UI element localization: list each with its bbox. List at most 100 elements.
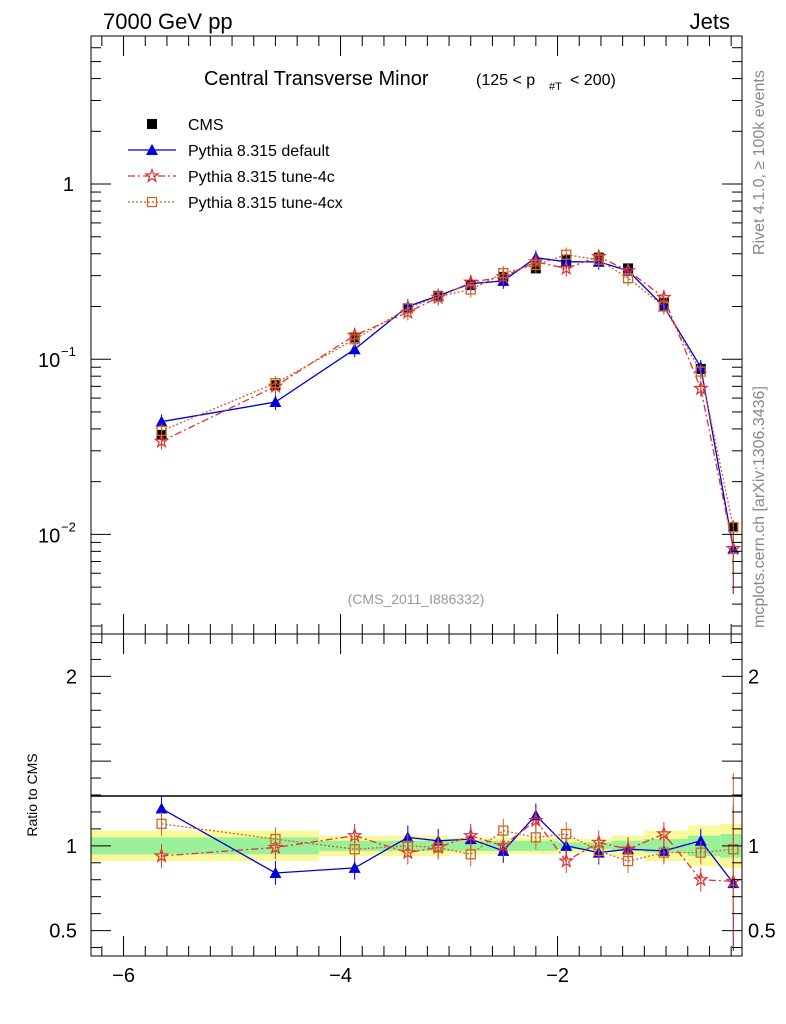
point-pythia-8-315-tune-4cx bbox=[349, 334, 360, 345]
ratio-y-label-left: 2 bbox=[66, 666, 77, 688]
legend-marker bbox=[144, 167, 160, 183]
ratio-ticks: 0.5 0.5 1 1 2 2 −6 −4 −2 bbox=[49, 634, 776, 987]
y-tick-base: 10 bbox=[38, 350, 60, 372]
legend-label: Pythia 8.315 tune-4c bbox=[188, 169, 335, 186]
point-pythia-8-315-tune-4cx bbox=[156, 425, 167, 436]
legend-marker bbox=[146, 196, 158, 208]
band-green bbox=[644, 839, 688, 853]
point-pythia-8-315-default bbox=[155, 415, 168, 427]
point-pythia-8-315-default bbox=[348, 343, 361, 355]
watermark: (CMS_2011_I886332) bbox=[348, 591, 485, 607]
ratio-line-pythia-8-315-tune-4cx bbox=[161, 823, 734, 862]
x-tick-label: −4 bbox=[329, 965, 352, 987]
x-tick-label: −2 bbox=[546, 965, 569, 987]
ratio-line-pythia-8-315-tune-4c bbox=[161, 819, 734, 883]
legend-label: Pythia 8.315 tune-4cx bbox=[188, 195, 343, 212]
ratio-point-pythia-8-315-tune-4cx bbox=[530, 832, 541, 843]
title-sub-index: #T bbox=[549, 81, 562, 93]
series-line-pythia-8-315-tune-4c bbox=[161, 255, 734, 549]
title-sub: (125 < p bbox=[476, 72, 535, 89]
y-tick-base: 1 bbox=[63, 174, 74, 196]
band-green bbox=[557, 842, 612, 850]
point-pythia-8-315-tune-4cx bbox=[658, 301, 670, 312]
ratio-point-pythia-8-315-tune-4cx bbox=[433, 842, 444, 853]
point-pythia-8-315-tune-4c bbox=[558, 260, 575, 276]
point-pythia-8-315-default bbox=[269, 395, 282, 407]
ratio-point-pythia-8-315-default bbox=[269, 866, 282, 878]
ratio-point-pythia-8-315-tune-4cx bbox=[622, 855, 634, 867]
ratio-point-pythia-8-315-default bbox=[348, 861, 361, 873]
band-green bbox=[91, 837, 211, 855]
ratio-point-pythia-8-315-tune-4c bbox=[462, 827, 479, 843]
point-pythia-8-315-tune-4c bbox=[153, 432, 170, 448]
legend-label: Pythia 8.315 default bbox=[188, 143, 330, 160]
y-tick-base: 10 bbox=[38, 525, 60, 547]
ratio-point-pythia-8-315-tune-4cx bbox=[498, 825, 509, 836]
point-pythia-8-315-tune-4cx bbox=[593, 254, 604, 265]
y-tick-label: 10 −2 bbox=[38, 519, 76, 547]
ratio-y-label-right: 1 bbox=[748, 836, 759, 858]
ratio-point-pythia-8-315-tune-4c bbox=[495, 837, 512, 853]
ratio-point-pythia-8-315-tune-4c bbox=[153, 847, 170, 863]
legend-label: CMS bbox=[188, 117, 224, 134]
point-pythia-8-315-tune-4cx bbox=[498, 267, 509, 279]
point-pythia-8-315-tune-4cx bbox=[270, 378, 281, 389]
band-green bbox=[318, 840, 395, 851]
ratio-panel: 0.5 0.5 1 1 2 2 −6 −4 −2 Ratio to CMS bbox=[24, 633, 776, 987]
point-pythia-8-315-tune-4c bbox=[692, 380, 709, 396]
x-tick-label: −6 bbox=[112, 965, 135, 987]
legend-marker bbox=[146, 144, 158, 155]
legend-marker bbox=[147, 119, 157, 129]
ratio-point-pythia-8-315-tune-4c bbox=[692, 871, 709, 887]
ratio-point-pythia-8-315-tune-4c bbox=[527, 812, 544, 828]
ratio-ylabel: Ratio to CMS bbox=[24, 753, 40, 836]
mcplots-label: mcplots.cern.ch [arXiv:1306.3436] bbox=[751, 386, 768, 628]
ratio-y-label-left: 0.5 bbox=[49, 921, 77, 943]
ratio-point-pythia-8-315-tune-4cx bbox=[156, 818, 167, 829]
ratio-point-pythia-8-315-tune-4cx bbox=[658, 847, 670, 858]
main-panel: 110−110−2 Central Transverse Minor (125 … bbox=[38, 35, 743, 635]
series-line-pythia-8-315-tune-4cx bbox=[161, 254, 734, 528]
ratio-point-pythia-8-315-default bbox=[155, 802, 168, 814]
ratio-point-pythia-8-315-tune-4cx bbox=[270, 833, 281, 845]
header-left: 7000 GeV pp bbox=[103, 9, 233, 34]
ratio-point-pythia-8-315-tune-4cx bbox=[695, 847, 706, 858]
header-right: Jets bbox=[690, 9, 730, 34]
point-pythia-8-315-tune-4cx bbox=[465, 284, 476, 295]
ratio-point-pythia-8-315-tune-4cx bbox=[402, 840, 413, 851]
main-title: Central Transverse Minor (125 < p #T < 2… bbox=[204, 68, 616, 93]
ratio-point-pythia-8-315-tune-4cx bbox=[728, 844, 739, 855]
band-green bbox=[394, 840, 450, 851]
ratio-frame bbox=[90, 633, 743, 957]
ratio-point-pythia-8-315-tune-4c bbox=[655, 825, 672, 841]
point-pythia-8-315-tune-4cx bbox=[433, 291, 444, 302]
ratio-y-label-right: 0.5 bbox=[748, 921, 776, 943]
ratio-point-pythia-8-315-tune-4c bbox=[558, 852, 575, 868]
y-tick-label: 10 −1 bbox=[38, 344, 76, 372]
title-main: Central Transverse Minor bbox=[204, 68, 429, 90]
y-tick-exp: −1 bbox=[61, 344, 76, 359]
point-pythia-8-315-tune-4cx bbox=[728, 521, 739, 533]
ratio-point-pythia-8-315-tune-4cx bbox=[593, 845, 604, 857]
ratio-y-label-left: 1 bbox=[66, 836, 77, 858]
ratio-y-label-right: 2 bbox=[748, 666, 759, 688]
point-pythia-8-315-tune-4cx bbox=[402, 303, 413, 314]
ratio-point-pythia-8-315-default bbox=[694, 834, 707, 846]
title-sub-end: < 200) bbox=[570, 72, 616, 89]
ratio-point-pythia-8-315-tune-4cx bbox=[349, 844, 360, 855]
y-tick-exp: −2 bbox=[61, 519, 76, 534]
point-pythia-8-315-tune-4cx bbox=[530, 259, 541, 271]
point-pythia-8-315-tune-4cx bbox=[695, 366, 706, 377]
rivet-label: Rivet 4.1.0, ≥ 100k events bbox=[751, 70, 768, 255]
y-tick-label: 1 bbox=[63, 174, 74, 196]
point-pythia-8-315-tune-4cx bbox=[561, 249, 572, 260]
legend: CMS Pythia 8.315 default Pythia 8.315 tune… bbox=[128, 117, 343, 212]
series-line-pythia-8-315-default bbox=[161, 257, 734, 549]
ratio-marks bbox=[153, 772, 742, 951]
point-pythia-8-315-tune-4cx bbox=[622, 273, 634, 284]
main-ticks: 110−110−2 bbox=[38, 35, 742, 634]
main-marks bbox=[153, 247, 742, 595]
ratio-point-pythia-8-315-tune-4cx bbox=[465, 849, 476, 860]
ratio-point-pythia-8-315-tune-4cx bbox=[561, 828, 572, 840]
